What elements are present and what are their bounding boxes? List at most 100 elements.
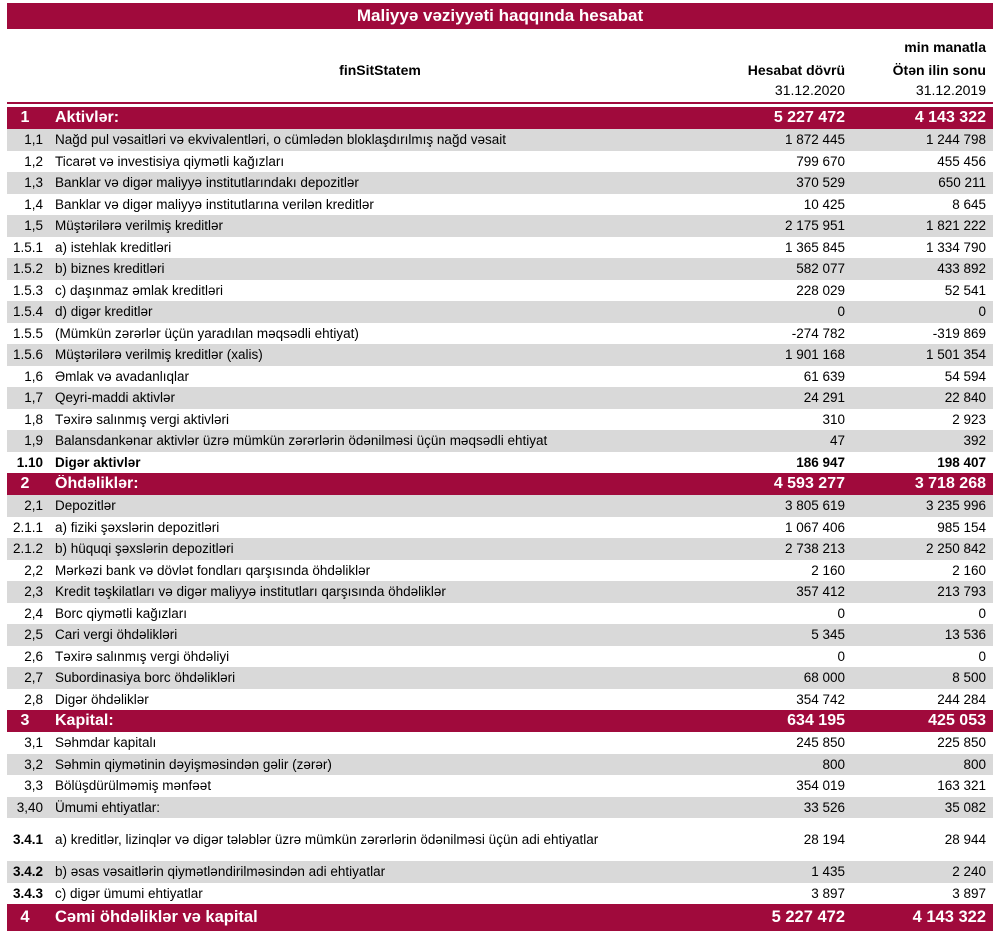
table-row: 2,6 Təxirə salınmış vergi öhdəliyi 0 0 <box>7 646 993 668</box>
value-2019: 3 718 268 <box>914 475 986 492</box>
table-row: 2.1.1 a) fiziki şəxslərin depozitləri 1 06… <box>7 517 993 539</box>
value-2019: 1 334 790 <box>925 239 986 255</box>
value-2020: 354 742 <box>796 691 845 707</box>
row-label: b) hüquqi şəxslərin depozitləri <box>55 541 234 557</box>
row-id: 1,1 <box>24 132 43 148</box>
unit-note: min manatla <box>904 39 986 55</box>
value-2020: 5 227 472 <box>773 109 845 126</box>
value-2019: 22 840 <box>944 390 986 406</box>
value-2020: 2 738 213 <box>784 541 845 557</box>
table-row: 1.5.5 (Mümkün zərərlər üçün yaradılan məq… <box>7 323 993 345</box>
row-id: 4 <box>20 908 30 926</box>
value-2019: 198 407 <box>937 454 986 470</box>
table-row: 1,6 Əmlak və avadanlıqlar 61 639 54 594 <box>7 366 993 388</box>
value-2020: 61 639 <box>803 368 845 384</box>
row-label: Nağd pul vəsaitləri və ekvivalentləri, o… <box>55 132 506 148</box>
row-id: 1.5.2 <box>12 261 43 277</box>
table-row: 1.5.3 c) daşınmaz əmlak kreditləri 228 029… <box>7 280 993 302</box>
row-label: Subordinasiya borc öhdəlikləri <box>55 670 236 686</box>
table-row: 2.1.2 b) hüquqi şəxslərin depozitləri 2 73… <box>7 538 993 560</box>
value-2020: 1 067 406 <box>784 519 845 535</box>
row-id: 1.5.1 <box>12 239 43 255</box>
table-row: 3,2 Səhmin qiymətinin dəyişməsindən gəlir… <box>7 753 993 775</box>
row-id: 1,7 <box>24 390 43 406</box>
value-2020: 1 872 445 <box>784 132 845 148</box>
value-2020: 634 195 <box>787 712 845 729</box>
financial-statement-page: Maliyyə vəziyyəti haqqında hesabat min m… <box>7 3 993 931</box>
value-2020: 2 160 <box>811 562 845 578</box>
row-id: 3,1 <box>24 735 43 751</box>
value-2019: 225 850 <box>937 735 986 751</box>
row-label: Aktivlər: <box>55 109 120 126</box>
table-row: 1,7 Qeyri-maddi aktivlər 24 291 22 840 <box>7 387 993 409</box>
row-id: 2,6 <box>24 648 43 664</box>
row-id: 1.5.5 <box>12 325 43 341</box>
row-label: Müştərilərə verilmiş kreditlər <box>55 218 224 234</box>
table-row: 2,2 Mərkəzi bank və dövlət fondları qarşı… <box>7 560 993 582</box>
row-id: 3.4.2 <box>12 864 43 880</box>
table-row: 1,1 Nağd pul vəsaitləri və ekvivalentləri… <box>7 129 993 151</box>
row-label: Digər öhdəliklər <box>55 691 149 707</box>
row-label: Səhmdar kapitalı <box>55 735 157 751</box>
value-2020: 5 345 <box>811 627 845 643</box>
row-id: 3 <box>20 712 30 729</box>
row-label: Qeyri-maddi aktivlər <box>55 390 176 406</box>
value-2019: 2 250 842 <box>925 541 986 557</box>
value-2020: 245 850 <box>796 735 845 751</box>
row-id: 3.4.1 <box>12 832 43 847</box>
row-id: 2,4 <box>24 605 43 621</box>
form-code: finSitStatem <box>339 62 421 78</box>
value-2020: 28 194 <box>803 832 845 847</box>
row-label: Mərkəzi bank və dövlət fondları qarşısın… <box>55 562 371 578</box>
row-id: 2,1 <box>24 498 43 514</box>
row-id: 2,5 <box>24 627 43 643</box>
value-2019: 4 143 322 <box>912 908 986 926</box>
value-2020: 1 435 <box>811 864 845 880</box>
total-row: 4 Cəmi öhdəliklər və kapital 5 227 472 4 14… <box>7 904 993 931</box>
row-id: 2,2 <box>24 562 43 578</box>
row-label: Banklar və digər maliyyə institutlarına … <box>55 196 374 212</box>
value-2020: 3 805 619 <box>784 498 845 514</box>
row-label: a) istehlak kreditləri <box>55 239 172 255</box>
row-id: 1.5.4 <box>12 304 43 320</box>
value-2020: 354 019 <box>796 778 845 794</box>
row-id: 1,6 <box>24 368 43 384</box>
row-id: 1.5.6 <box>12 347 43 363</box>
row-id: 1,4 <box>24 196 43 212</box>
table-row: 1.5.2 b) biznes kreditləri 582 077 433 892 <box>7 258 993 280</box>
row-label: Səhmin qiymətinin dəyişməsindən gəlir (z… <box>55 756 332 772</box>
row-id: 2,3 <box>24 584 43 600</box>
value-2019: 455 456 <box>937 153 986 169</box>
row-label: Təxirə salınmış vergi aktivləri <box>55 411 230 427</box>
row-label: Balansdankənar aktivlər üzrə mümkün zərə… <box>55 433 548 449</box>
table-row: 1,8 Təxirə salınmış vergi aktivləri 310 2 9… <box>7 409 993 431</box>
value-2019: 28 944 <box>944 832 986 847</box>
value-2020: 582 077 <box>796 261 845 277</box>
section-header-row: 2 Öhdəliklər: 4 593 277 3 718 268 <box>7 473 993 495</box>
date-2020: 31.12.2020 <box>774 82 845 98</box>
value-2020: 24 291 <box>803 390 845 406</box>
value-2020: 4 593 277 <box>773 475 845 492</box>
row-id: 2.1.2 <box>12 541 43 557</box>
row-id: 1 <box>20 109 30 126</box>
row-label: Ticarət və investisiya qiymətli kağızlar… <box>55 153 285 169</box>
row-label: d) digər kreditlər <box>55 304 153 320</box>
row-id: 1,9 <box>24 433 43 449</box>
row-label: a) fiziki şəxslərin depozitləri <box>55 519 220 535</box>
row-label: c) daşınmaz əmlak kreditləri <box>55 282 224 298</box>
row-id: 2,8 <box>24 691 43 707</box>
value-2019: 244 284 <box>937 691 986 707</box>
value-2020: 370 529 <box>796 175 845 191</box>
row-label: Cəmi öhdəliklər və kapital <box>55 908 258 926</box>
value-2020: 5 227 472 <box>771 908 845 926</box>
value-2019: -319 869 <box>932 325 986 341</box>
row-label: Bölüşdürülməmiş mənfəət <box>55 778 212 794</box>
value-2019: 1 501 354 <box>925 347 986 363</box>
value-2020: 0 <box>837 304 845 320</box>
value-2019: 3 897 <box>952 885 986 901</box>
value-2019: 800 <box>963 756 986 772</box>
value-2019: 425 053 <box>928 712 986 729</box>
row-id: 3.4.3 <box>12 885 43 901</box>
table-row: 1,3 Banklar və digər maliyyə institutları… <box>7 172 993 194</box>
value-2020: 0 <box>837 648 845 664</box>
